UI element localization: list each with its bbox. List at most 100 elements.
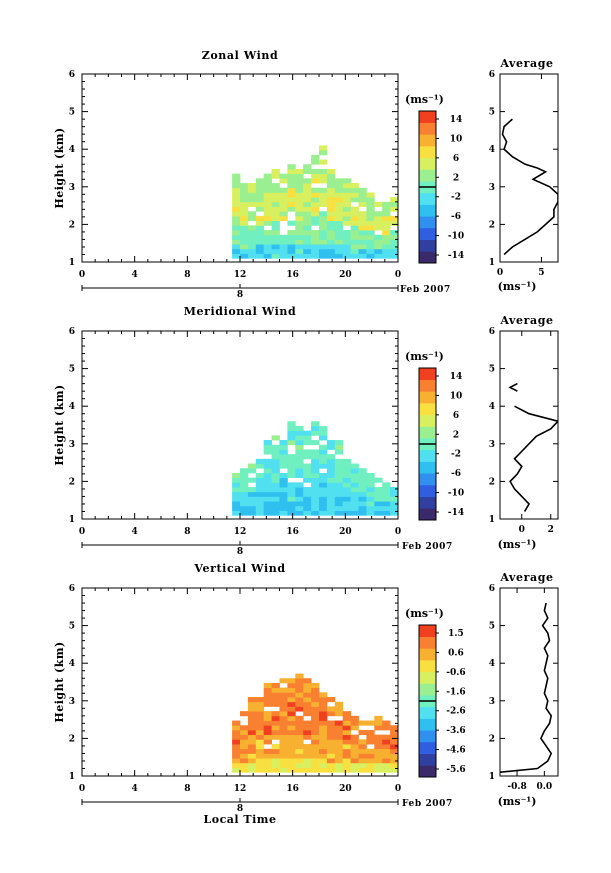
heatmap-cell bbox=[374, 715, 383, 721]
heatmap-cell bbox=[279, 496, 288, 502]
heatmap-cell bbox=[366, 239, 375, 245]
heatmap-cell bbox=[334, 706, 344, 712]
heatmap-cell bbox=[279, 715, 288, 721]
heatmap-cell bbox=[319, 729, 328, 736]
heatmap-cell bbox=[295, 682, 304, 689]
heatmap-cell bbox=[350, 510, 359, 516]
y-tick-label: 3 bbox=[69, 183, 75, 193]
heatmap-cell bbox=[319, 244, 328, 250]
heatmap-cell bbox=[366, 487, 375, 493]
heatmap-cell bbox=[271, 201, 280, 207]
heatmap-cell bbox=[263, 477, 272, 483]
heatmap-cell bbox=[247, 468, 257, 474]
heatmap-cell bbox=[303, 496, 312, 502]
heatmap-cell bbox=[350, 192, 359, 198]
heatmap-cell bbox=[295, 468, 304, 474]
heatmap-cell bbox=[295, 225, 304, 231]
heatmap-cell bbox=[295, 715, 304, 721]
heatmap-cell bbox=[342, 239, 351, 245]
heatmap-cell bbox=[287, 168, 296, 175]
heatmap-cell bbox=[287, 425, 296, 432]
heatmap-cell bbox=[232, 510, 241, 516]
heatmap-cell bbox=[279, 762, 288, 768]
heatmap-cell bbox=[334, 206, 344, 212]
heatmap-cell bbox=[342, 729, 351, 736]
heatmap-cell bbox=[287, 239, 296, 245]
heatmap-cell bbox=[295, 487, 304, 493]
meridional-title: Meridional Wind bbox=[184, 305, 297, 318]
heatmap-cell bbox=[287, 762, 296, 768]
heatmap-cell bbox=[319, 225, 328, 231]
heatmap-cell bbox=[279, 744, 288, 750]
heatmap-cell bbox=[382, 234, 391, 240]
heatmap-cell bbox=[295, 762, 304, 768]
heatmap-cell bbox=[240, 187, 249, 193]
heatmap-cell bbox=[263, 187, 272, 193]
heatmap-cell bbox=[287, 753, 296, 759]
heatmap-cell bbox=[374, 767, 383, 773]
heatmap-cell bbox=[326, 211, 336, 217]
heatmap-cell bbox=[247, 734, 257, 740]
heatmap-cell bbox=[295, 748, 304, 754]
heatmap-cell bbox=[303, 244, 312, 250]
heatmap-cell bbox=[366, 491, 375, 497]
heatmap-cell bbox=[326, 744, 336, 750]
heatmap-cell bbox=[279, 501, 288, 507]
zonal-average-title: Average bbox=[499, 57, 553, 70]
heatmap-cell bbox=[271, 687, 280, 693]
heatmap-cell bbox=[263, 739, 272, 745]
heatmap-cell bbox=[303, 449, 312, 455]
y-tick-label: 1 bbox=[69, 515, 75, 525]
heatmap-cell bbox=[255, 197, 265, 203]
colorbar-tick-label: 2 bbox=[453, 173, 459, 183]
heatmap-cell bbox=[319, 472, 328, 479]
heatmap-cell bbox=[287, 701, 296, 707]
heatmap-cell bbox=[390, 244, 398, 250]
heatmap-cell bbox=[279, 253, 288, 259]
heatmap-cell bbox=[255, 744, 265, 750]
heatmap-cell bbox=[342, 244, 351, 250]
heatmap-cell bbox=[366, 472, 375, 479]
heatmap-cell bbox=[366, 753, 375, 759]
heatmap-cell bbox=[279, 487, 288, 493]
zonal-average-profile: 1 2 3 4 5 6 0 5 bbox=[489, 70, 559, 278]
heatmap-cell bbox=[303, 454, 312, 460]
heatmap-cell bbox=[311, 748, 320, 754]
heatmap-cell bbox=[279, 491, 288, 497]
zonal-wind-panel: Zonal Wind Height (km) 0 4 8 12 16 20 01234568… bbox=[53, 49, 559, 300]
heatmap-cell bbox=[247, 215, 257, 222]
colorbar-tick-label: -10 bbox=[448, 489, 464, 499]
heatmap-cell bbox=[255, 477, 265, 483]
heatmap-cell bbox=[342, 744, 351, 750]
heatmap-cell bbox=[263, 734, 272, 740]
heatmap-cell bbox=[382, 739, 391, 745]
heatmap-cell bbox=[334, 183, 344, 189]
heatmap-cell bbox=[334, 253, 344, 259]
heatmap-cell bbox=[319, 178, 328, 184]
heatmap-cell bbox=[247, 192, 257, 198]
heatmap-cell bbox=[295, 739, 304, 745]
heatmap-cell bbox=[326, 753, 336, 759]
heatmap-cell bbox=[279, 725, 288, 731]
y-tick-label: 6 bbox=[69, 584, 75, 594]
heatmap-cell bbox=[240, 744, 249, 750]
average-profile-line bbox=[501, 118, 558, 256]
heatmap-cell bbox=[303, 720, 312, 726]
heatmap-cell bbox=[287, 687, 296, 693]
heatmap-cell bbox=[311, 715, 320, 721]
heatmap-cell bbox=[287, 758, 296, 764]
heatmap-cell bbox=[263, 444, 272, 450]
heatmap-cell bbox=[303, 187, 312, 193]
heatmap-cell bbox=[240, 234, 249, 240]
heatmap-cell bbox=[232, 758, 241, 764]
heatmap-cell bbox=[311, 472, 320, 479]
heatmap-cell bbox=[287, 720, 296, 726]
heatmap-cell bbox=[334, 444, 344, 450]
heatmap-cell bbox=[295, 248, 304, 254]
heatmap-cell bbox=[374, 510, 383, 516]
colorbar-tick-label: 2 bbox=[453, 430, 459, 440]
heatmap-cell bbox=[319, 505, 328, 511]
heatmap-cell bbox=[326, 248, 336, 254]
